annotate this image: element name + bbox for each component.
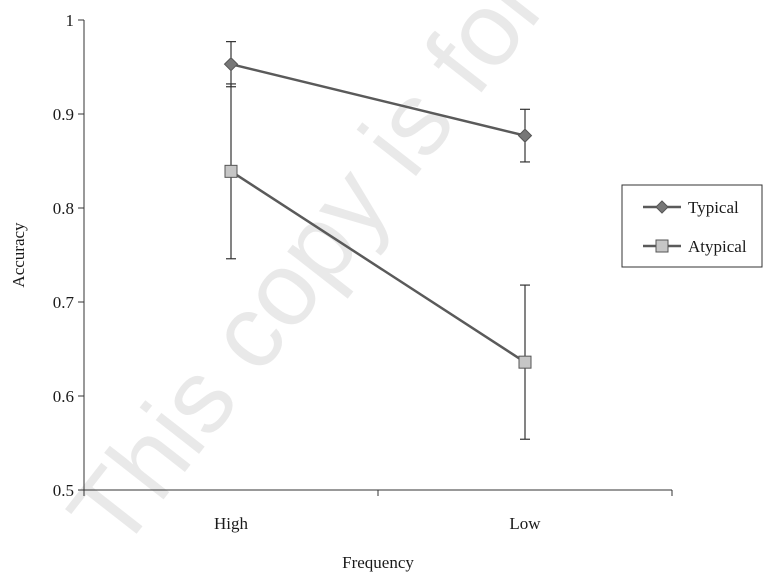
y-axis-title: Accuracy [9, 222, 28, 288]
legend: Typical Atypical [621, 184, 763, 268]
y-tick-label: 0.7 [53, 293, 75, 312]
data-point-atypical [518, 355, 532, 369]
x-tick-label: High [214, 514, 249, 533]
axes: 0.5 0.6 0.7 0.8 0.9 1 High Low [53, 11, 673, 533]
data-point-typical [223, 56, 239, 72]
data-point-atypical [224, 164, 238, 178]
y-tick-label: 0.9 [53, 105, 74, 124]
series-line-typical [230, 62, 526, 137]
legend-label-typical: Typical [688, 198, 739, 217]
legend-marker-typical-diamond-icon [655, 200, 669, 214]
y-tick-label: 1 [66, 11, 75, 30]
y-tick-label: 0.8 [53, 199, 74, 218]
x-tick-label: Low [509, 514, 541, 533]
legend-marker-atypical-square-icon [655, 239, 669, 253]
data-point-typical [517, 128, 533, 143]
legend-label-atypical: Atypical [688, 237, 747, 256]
y-tick-label: 0.5 [53, 481, 74, 500]
plot-area [223, 41, 533, 440]
legend-box [621, 184, 763, 268]
series-line-atypical [230, 170, 526, 364]
x-axis-title: Frequency [342, 553, 414, 572]
y-tick-label: 0.6 [53, 387, 74, 406]
